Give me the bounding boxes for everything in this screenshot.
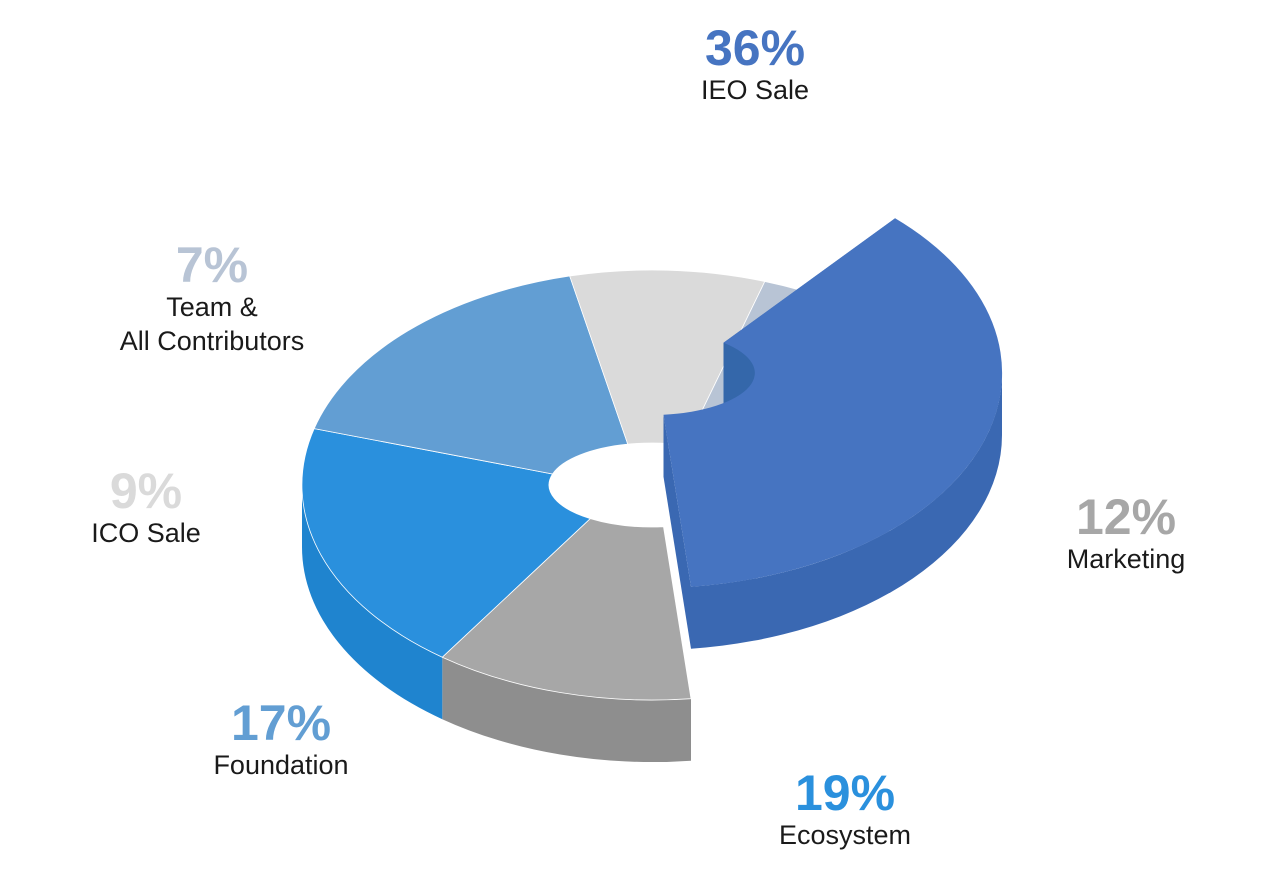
slice-side-0 (691, 373, 1002, 649)
slice-label-4: 9%ICO Sale (91, 463, 201, 548)
slice-name-label: Marketing (1067, 544, 1186, 574)
slice-label-3: 17%Foundation (213, 695, 348, 780)
slice-percent-label: 17% (231, 695, 331, 751)
slice-name-label: Foundation (213, 750, 348, 780)
slice-percent-label: 36% (705, 20, 805, 76)
slice-side-1 (442, 657, 691, 763)
slice-4[interactable] (569, 269, 766, 446)
slice-percent-label: 12% (1076, 489, 1176, 545)
slice-name-label: Ecosystem (779, 820, 911, 850)
slice-1[interactable] (441, 518, 692, 701)
slice-percent-label: 19% (795, 765, 895, 821)
slice-label-0: 36%IEO Sale (701, 20, 809, 105)
slice-name-label: All Contributors (120, 326, 305, 356)
slice-name-label: ICO Sale (91, 518, 201, 548)
slice-side-2 (301, 485, 443, 720)
slice-label-1: 12%Marketing (1067, 489, 1186, 574)
slice-label-5: 7%Team & All Contributors (120, 237, 305, 356)
slice-percent-label: 9% (110, 463, 182, 519)
slice-end-face-0 (663, 414, 691, 649)
slice-percent-label: 7% (176, 237, 248, 293)
slice-labels: 36%IEO Sale 12%Marketing 19%Ecosystem 17%Fo… (91, 20, 1185, 850)
exploded-slice-group (663, 218, 1003, 649)
slice-label-2: 19%Ecosystem (779, 765, 911, 850)
slice-sides (301, 485, 691, 763)
slice-0[interactable] (663, 218, 1003, 587)
slice-name-label: IEO Sale (701, 75, 809, 105)
slice-name-label: Team & (166, 292, 258, 322)
slice-2[interactable] (301, 428, 592, 658)
slice-3[interactable] (313, 275, 629, 475)
